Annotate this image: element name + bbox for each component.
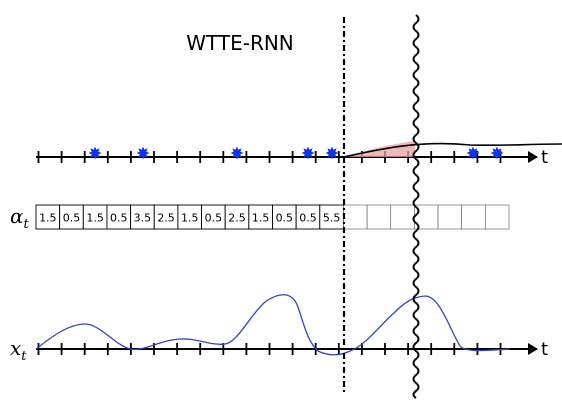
event-star-marker	[491, 147, 504, 160]
alpha-cell-value: 1.5	[39, 212, 57, 225]
alpha-subscript: t	[24, 217, 30, 232]
input-row: xt t	[10, 295, 548, 364]
input-axis-arrowhead	[528, 343, 538, 355]
alpha-cell-value: 3.5	[134, 212, 152, 225]
alpha-cell-value: 1.5	[86, 212, 104, 225]
event-star-marker	[89, 147, 102, 160]
alpha-cell-empty	[438, 205, 462, 229]
alpha-cell-empty	[391, 205, 415, 229]
alpha-row: αt 1.5 0.5 1.5 0.5 3.5 2.5 1.5 0.5 2.5 1.5 0.5 0.5 5…	[10, 204, 509, 232]
alpha-symbol: α	[10, 204, 24, 228]
x-symbol: x	[10, 336, 21, 360]
event-timeline-axis-label: t	[541, 147, 548, 168]
alpha-cells: 1.5 0.5 1.5 0.5 3.5 2.5 1.5 0.5 2.5 1.5 0.5 0.5 5.5	[36, 205, 509, 229]
alpha-cell-empty	[462, 205, 486, 229]
alpha-cell-value: 0.5	[299, 212, 317, 225]
input-row-label: xt	[10, 336, 27, 364]
alpha-cell-empty	[485, 205, 509, 229]
alpha-cell-value: 0.5	[63, 212, 81, 225]
alpha-cell-value: 2.5	[157, 212, 175, 225]
alpha-cell-empty	[343, 205, 367, 229]
diagram-title: WTTE-RNN	[186, 31, 294, 55]
alpha-cell-empty	[367, 205, 391, 229]
event-star-marker	[137, 147, 150, 160]
alpha-cell-value: 1.5	[181, 212, 199, 225]
input-axis-ticks	[39, 343, 501, 355]
x-subscript: t	[21, 349, 27, 364]
event-timeline-arrowhead	[528, 151, 538, 163]
event-timeline: t	[36, 141, 562, 168]
alpha-cell-value: 5.5	[323, 212, 341, 225]
event-star-marker	[231, 147, 244, 160]
event-star-marker	[302, 147, 315, 160]
alpha-cell-value: 0.5	[205, 212, 223, 225]
alpha-cell-value: 0.5	[110, 212, 128, 225]
event-star-marker	[326, 147, 339, 160]
alpha-cell-value: 1.5	[252, 212, 270, 225]
event-timeline-ticks	[39, 151, 501, 163]
alpha-row-label: αt	[10, 204, 30, 232]
event-star-marker	[467, 147, 480, 160]
alpha-cell-value: 0.5	[276, 212, 294, 225]
alpha-cell-value: 2.5	[228, 212, 246, 225]
input-axis-label: t	[541, 339, 548, 360]
